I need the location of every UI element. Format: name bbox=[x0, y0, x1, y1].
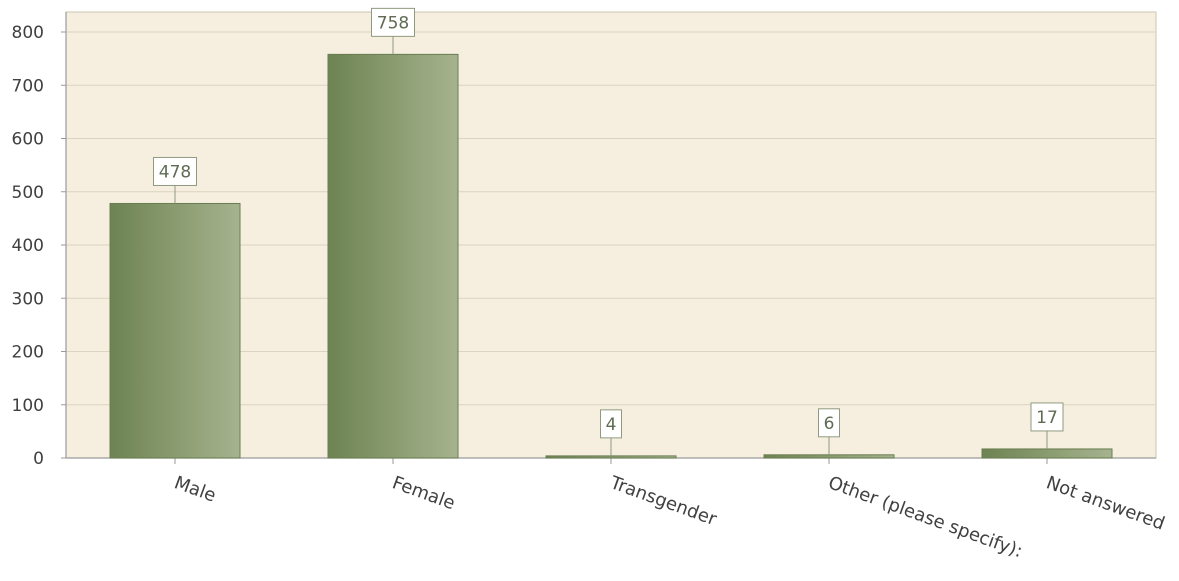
x-tick-label: Not answered bbox=[1043, 472, 1167, 534]
data-label: 6 bbox=[824, 414, 835, 434]
y-tick-label: 100 bbox=[12, 396, 44, 416]
bar-male bbox=[110, 203, 240, 458]
x-tick-label: Transgender bbox=[606, 472, 719, 530]
y-tick-label: 300 bbox=[12, 289, 44, 309]
bar-other-please-specify bbox=[764, 455, 894, 458]
y-tick-label: 600 bbox=[12, 130, 44, 150]
bar-transgender bbox=[546, 456, 676, 458]
data-label: 17 bbox=[1036, 408, 1058, 428]
y-tick-label: 700 bbox=[12, 76, 44, 96]
x-tick-label: Male bbox=[171, 472, 218, 506]
bar-not-answered bbox=[982, 449, 1112, 458]
y-tick-label: 800 bbox=[12, 23, 44, 43]
data-label: 4 bbox=[606, 415, 617, 435]
data-label: 478 bbox=[159, 162, 191, 182]
y-tick-label: 200 bbox=[12, 343, 44, 363]
bar-female bbox=[328, 54, 458, 458]
y-tick-label: 500 bbox=[12, 183, 44, 203]
y-tick-label: 400 bbox=[12, 236, 44, 256]
y-tick-label: 0 bbox=[33, 449, 44, 469]
x-tick-label: Other (please specify): bbox=[825, 472, 1025, 562]
data-label: 758 bbox=[377, 13, 409, 33]
x-tick-label: Female bbox=[389, 472, 457, 514]
